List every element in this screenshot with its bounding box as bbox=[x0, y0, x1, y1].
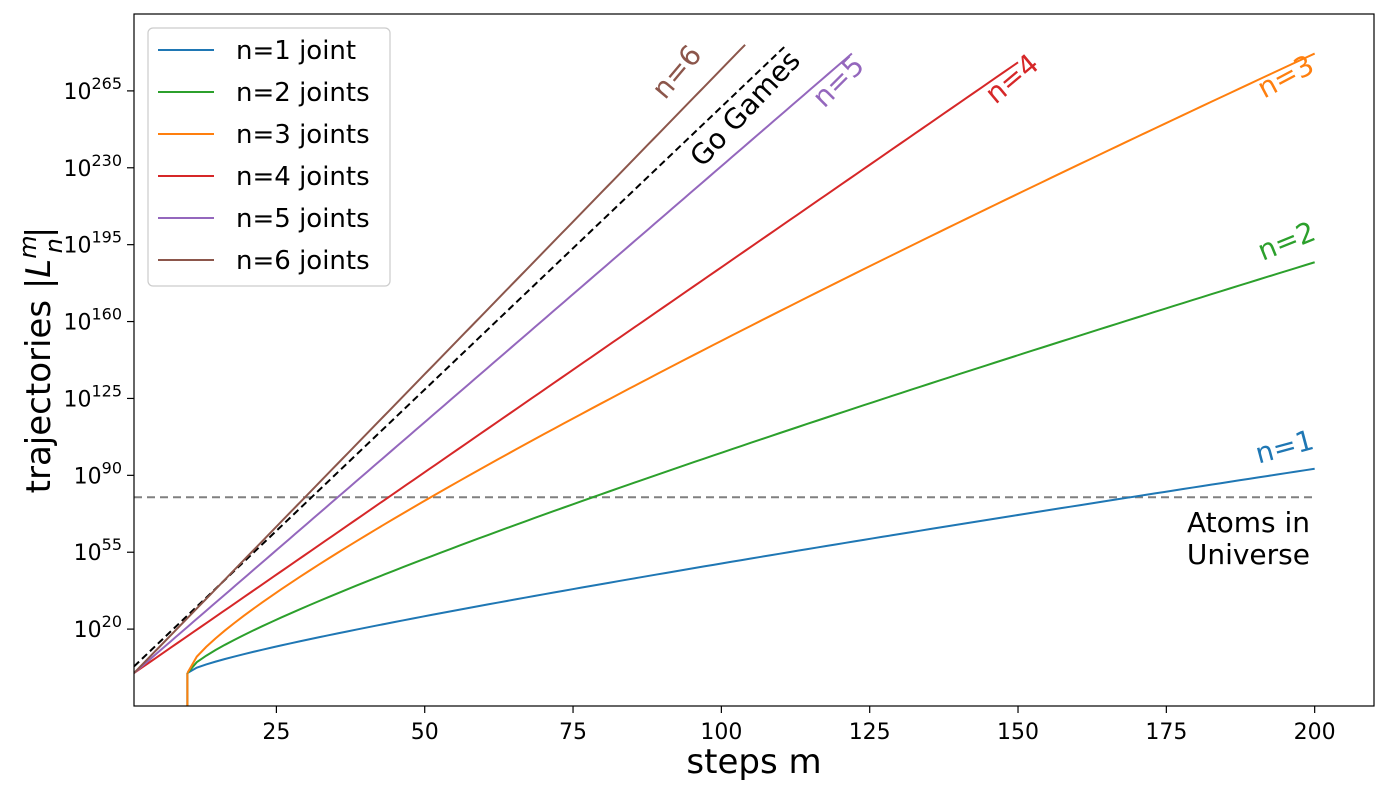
legend-entry: n=3 joints bbox=[236, 120, 370, 150]
y-tick-label: 1090 bbox=[74, 458, 122, 489]
x-tick-label: 150 bbox=[997, 720, 1039, 745]
x-axis: 25 50 75 100 125 150 175 200 bbox=[262, 706, 1336, 745]
x-tick-label: 175 bbox=[1145, 720, 1187, 745]
atoms-annotation-line2: Universe bbox=[1187, 538, 1310, 571]
plot-frame bbox=[133, 13, 1375, 707]
y-tick-label: 10160 bbox=[63, 305, 122, 336]
y-tick-label: 10125 bbox=[63, 381, 122, 412]
y-tick-label: 1055 bbox=[74, 535, 122, 566]
series-line-n2 bbox=[186, 261, 1315, 674]
y-axis-label: trajectories |Lmn| bbox=[14, 227, 68, 494]
series-line-n3 bbox=[186, 52, 1316, 674]
series-line-n1 bbox=[186, 467, 1315, 674]
atoms-annotation-line1: Atoms in bbox=[1187, 506, 1310, 539]
legend-entry: n=2 joints bbox=[236, 78, 370, 108]
y-tick-label: 1020 bbox=[74, 612, 122, 643]
series-line-n5 bbox=[134, 52, 853, 674]
legend-entry: n=4 joints bbox=[236, 162, 370, 192]
y-tick-label: 10265 bbox=[63, 74, 122, 105]
legend-entry: n=1 joint bbox=[236, 36, 356, 66]
legend-entry: n=5 joints bbox=[236, 204, 370, 234]
y-tick-label: 10195 bbox=[63, 228, 122, 259]
x-tick-label: 125 bbox=[849, 720, 891, 745]
legend: n=1 joint n=2 joints n=3 joints n=4 joints n… bbox=[147, 27, 391, 287]
x-tick-label: 100 bbox=[700, 720, 742, 745]
x-tick-label: 75 bbox=[559, 720, 587, 745]
series-line-n6 bbox=[134, 44, 746, 674]
x-tick-label: 25 bbox=[262, 720, 290, 745]
y-tick-label: 10230 bbox=[63, 151, 122, 182]
x-tick-label: 200 bbox=[1294, 720, 1336, 745]
series-line-n4 bbox=[134, 61, 1019, 674]
x-tick-label: 50 bbox=[411, 720, 439, 745]
legend-entry: n=6 joints bbox=[236, 246, 370, 276]
y-axis: 1020 1055 1090 10125 10160 10195 10230 10265 bbox=[63, 74, 134, 643]
go-games-line bbox=[134, 44, 788, 668]
x-axis-label: steps m bbox=[686, 742, 821, 782]
